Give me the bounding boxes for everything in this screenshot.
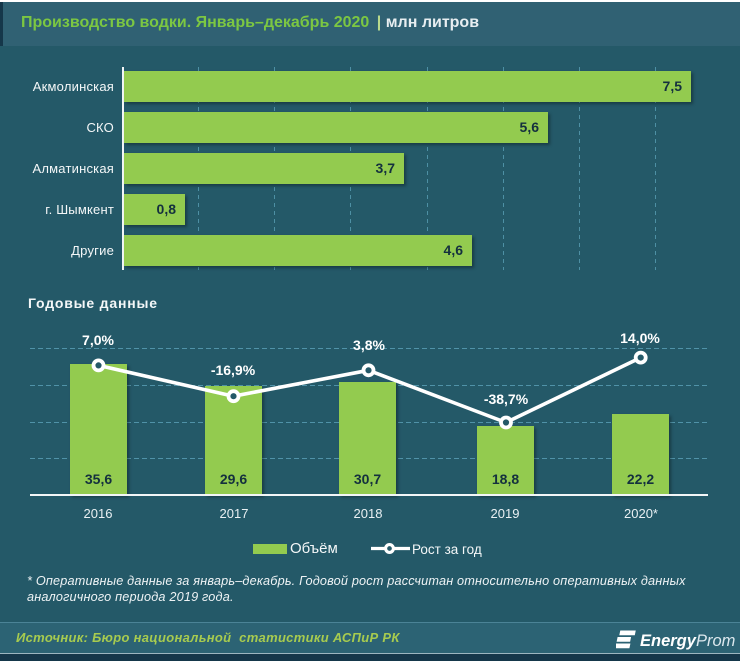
svg-text:EnergyProm: EnergyProm [640,632,735,650]
